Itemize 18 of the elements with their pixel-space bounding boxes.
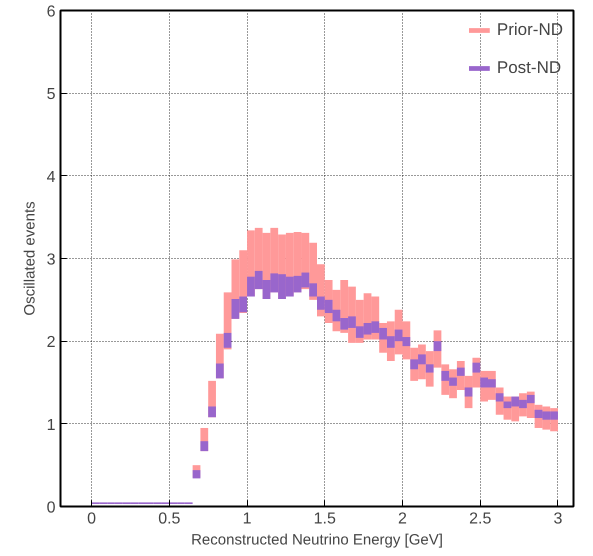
legend-label: Prior-ND [496, 20, 563, 40]
y-tick-label: 6 [46, 4, 56, 20]
y-tick-label: 3 [46, 252, 56, 268]
x-axis-title: Reconstructed Neutrino Energy [GeV] [191, 532, 443, 548]
legend-label: Post-ND [496, 58, 562, 78]
x-tick-label: 1.5 [314, 510, 336, 528]
y-tick-label: 1 [46, 416, 56, 434]
y-tick-label: 2 [46, 334, 56, 352]
y-tick-label: 4 [46, 168, 56, 186]
x-tick-label: 0.5 [158, 510, 181, 528]
y-tick-label: 5 [46, 86, 56, 104]
y-axis-title: Oscillated events [22, 201, 39, 316]
x-tick-label: 2 [398, 510, 408, 528]
x-tick-label: 2.5 [469, 510, 492, 528]
y-tick-label: 0 [46, 500, 56, 516]
x-tick-label: 0 [87, 510, 96, 528]
x-tick-label: 3 [554, 510, 563, 528]
x-tick-label: 1 [242, 510, 252, 528]
